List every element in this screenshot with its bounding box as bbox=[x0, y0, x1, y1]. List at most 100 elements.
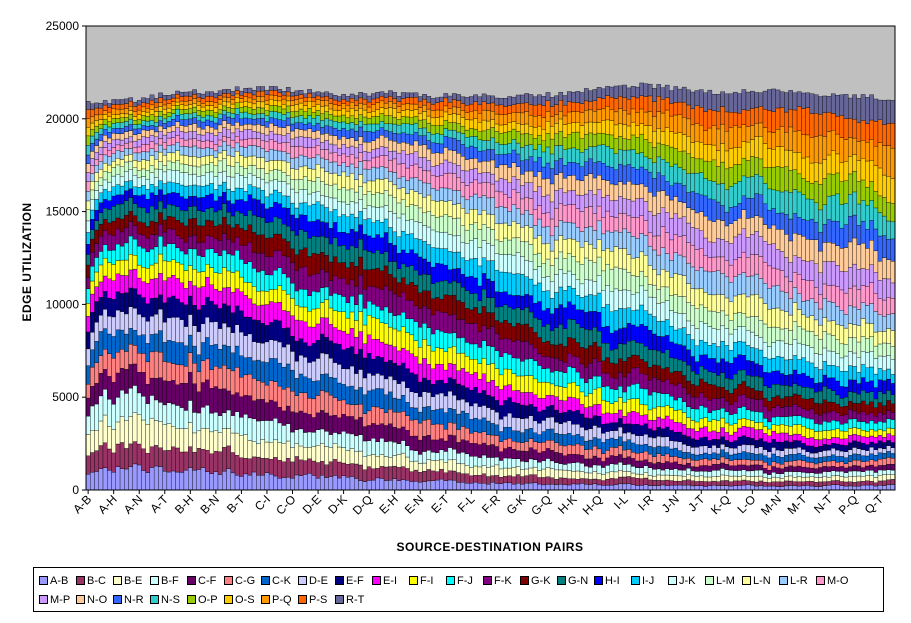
bar-segment bbox=[256, 474, 261, 491]
bar-segment bbox=[494, 142, 500, 155]
bar-segment bbox=[537, 397, 542, 412]
bar-segment bbox=[592, 122, 598, 135]
bar-segment bbox=[188, 446, 193, 468]
bar-segment bbox=[277, 203, 283, 219]
bar-segment bbox=[571, 162, 576, 176]
bar-segment bbox=[264, 304, 270, 326]
bar-segment bbox=[494, 411, 500, 426]
bar-segment bbox=[183, 104, 189, 110]
bar-segment bbox=[422, 135, 427, 145]
bar-segment bbox=[307, 311, 312, 328]
bar-segment bbox=[698, 354, 704, 367]
bar-segment bbox=[711, 294, 717, 312]
bar-segment bbox=[443, 351, 449, 371]
bar-segment bbox=[596, 479, 602, 486]
bar-segment bbox=[158, 169, 163, 181]
bar-segment bbox=[379, 237, 385, 254]
bar-segment bbox=[464, 413, 470, 429]
bar-segment bbox=[447, 282, 453, 296]
bar-segment bbox=[239, 213, 244, 229]
bar-segment bbox=[358, 144, 363, 153]
bar-segment bbox=[434, 231, 440, 249]
bar-segment bbox=[175, 206, 180, 221]
bar-segment bbox=[754, 107, 759, 124]
bar-segment bbox=[562, 95, 568, 106]
bar-segment bbox=[243, 117, 248, 125]
bar-segment bbox=[183, 100, 189, 106]
bar-segment bbox=[469, 182, 474, 197]
bar-segment bbox=[205, 296, 210, 318]
bar-segment bbox=[379, 309, 385, 324]
bar-segment bbox=[515, 474, 521, 484]
bar-segment bbox=[264, 134, 270, 143]
bar-segment bbox=[290, 157, 295, 169]
bar-segment bbox=[302, 189, 308, 203]
bar-segment bbox=[660, 418, 666, 429]
bar-segment bbox=[230, 95, 236, 100]
bar-segment bbox=[771, 466, 776, 473]
bar-segment bbox=[652, 162, 657, 179]
bar-segment bbox=[549, 298, 555, 315]
bar-segment bbox=[153, 126, 159, 133]
bar-segment bbox=[503, 457, 508, 469]
bar-segment bbox=[102, 219, 108, 231]
bar-segment bbox=[136, 128, 142, 134]
bar-segment bbox=[320, 133, 325, 143]
bar-segment bbox=[196, 105, 202, 111]
bar-segment bbox=[290, 478, 295, 491]
bar-segment bbox=[762, 167, 768, 184]
bar-segment bbox=[575, 462, 581, 472]
bar-segment bbox=[439, 175, 444, 189]
bar-segment bbox=[243, 395, 248, 415]
bar-segment bbox=[324, 105, 329, 112]
bar-segment bbox=[452, 99, 457, 108]
bar-segment bbox=[388, 423, 393, 442]
bar-segment bbox=[511, 162, 517, 177]
bar-segment bbox=[507, 143, 512, 154]
bar-segment bbox=[102, 414, 108, 443]
bar-segment bbox=[583, 312, 589, 330]
bar-segment bbox=[417, 207, 423, 223]
bar-segment bbox=[358, 224, 363, 240]
bar-segment bbox=[588, 472, 593, 480]
bar-segment bbox=[358, 387, 363, 405]
bar-segment bbox=[698, 459, 704, 466]
bar-segment bbox=[98, 192, 104, 203]
bar-segment bbox=[737, 476, 742, 482]
bar-segment bbox=[379, 357, 385, 376]
bar-segment bbox=[720, 444, 725, 450]
bar-segment bbox=[149, 417, 155, 447]
bar-segment bbox=[188, 156, 193, 166]
bar-segment bbox=[392, 123, 398, 134]
bar-segment bbox=[328, 98, 334, 104]
bar-segment bbox=[575, 483, 581, 491]
bar-segment bbox=[281, 290, 287, 311]
bar-segment bbox=[302, 266, 308, 290]
bar-segment bbox=[635, 292, 640, 311]
bar-segment bbox=[222, 135, 227, 142]
bar-segment bbox=[656, 468, 661, 476]
bar-segment bbox=[571, 132, 576, 149]
bar-segment bbox=[119, 231, 125, 247]
bar-segment bbox=[626, 372, 632, 387]
bar-segment bbox=[473, 209, 478, 223]
bar-segment bbox=[119, 99, 125, 105]
bar-segment bbox=[643, 186, 649, 202]
bar-segment bbox=[452, 346, 457, 365]
bar-segment bbox=[681, 475, 687, 481]
bar-segment bbox=[205, 139, 210, 148]
bar-segment bbox=[618, 328, 623, 344]
bar-segment bbox=[592, 89, 598, 102]
bar-segment bbox=[733, 447, 738, 455]
bar-segment bbox=[558, 304, 564, 325]
bar-segment bbox=[537, 301, 542, 320]
bar-segment bbox=[439, 187, 444, 201]
bar-segment bbox=[673, 132, 679, 149]
bar-segment bbox=[720, 436, 725, 445]
bar-segment bbox=[767, 474, 772, 479]
bar-segment bbox=[119, 293, 125, 312]
bar-segment bbox=[690, 91, 696, 110]
bar-segment bbox=[277, 460, 283, 479]
bar-segment bbox=[490, 423, 495, 436]
bar-segment bbox=[762, 418, 768, 427]
